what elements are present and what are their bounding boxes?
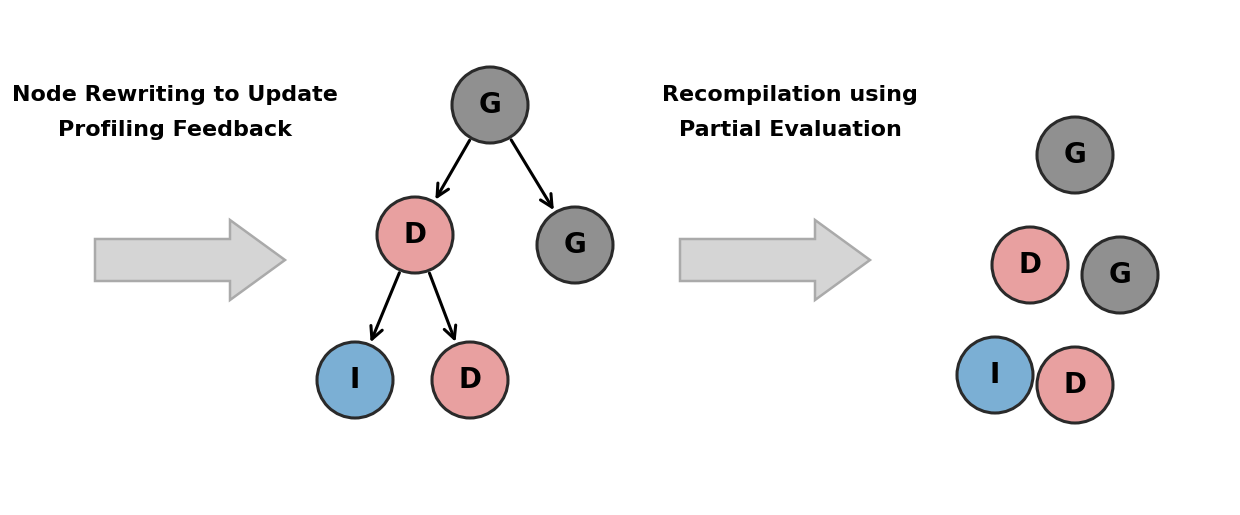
Text: Partial Evaluation: Partial Evaluation — [678, 120, 901, 140]
Circle shape — [1083, 237, 1158, 313]
FancyArrow shape — [680, 220, 870, 300]
Circle shape — [432, 342, 508, 418]
Text: G: G — [1064, 141, 1086, 169]
Text: D: D — [403, 221, 427, 249]
Circle shape — [453, 67, 528, 143]
Circle shape — [317, 342, 393, 418]
Text: I: I — [350, 366, 360, 394]
Text: G: G — [479, 91, 501, 119]
Circle shape — [1037, 347, 1114, 423]
FancyArrow shape — [95, 220, 285, 300]
Text: D: D — [1064, 371, 1086, 399]
Text: G: G — [564, 231, 587, 259]
Text: Node Rewriting to Update: Node Rewriting to Update — [12, 85, 339, 105]
Text: Recompilation using: Recompilation using — [662, 85, 918, 105]
Circle shape — [377, 197, 453, 273]
Text: I: I — [990, 361, 1001, 389]
Circle shape — [1037, 117, 1114, 193]
Text: D: D — [1018, 251, 1042, 279]
Circle shape — [992, 227, 1068, 303]
Text: Profiling Feedback: Profiling Feedback — [58, 120, 291, 140]
Text: D: D — [459, 366, 481, 394]
Text: G: G — [1109, 261, 1131, 289]
Circle shape — [537, 207, 613, 283]
Circle shape — [957, 337, 1033, 413]
